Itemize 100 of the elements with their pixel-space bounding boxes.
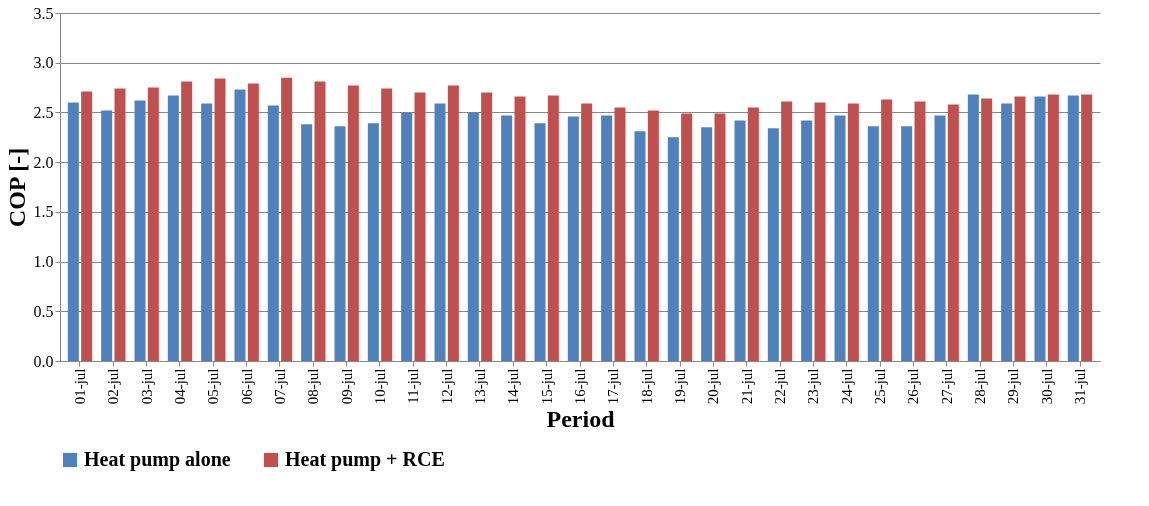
bar: [814, 102, 826, 361]
x-tick-label: 10-jul: [372, 368, 388, 405]
x-tick-label: 11-jul: [405, 368, 422, 404]
x-tick-label: 17-jul: [605, 368, 622, 405]
bar: [767, 128, 779, 361]
bar: [947, 104, 959, 361]
legend-label: Heat pump alone: [84, 448, 231, 471]
bar: [167, 95, 179, 361]
x-tick-label: 01-jul: [72, 368, 88, 405]
y-tick-label: 3.5: [33, 4, 54, 22]
bar: [234, 89, 246, 361]
bar: [701, 127, 713, 361]
x-tick-label: 03-jul: [138, 368, 155, 405]
bar: [247, 83, 259, 361]
x-tick-label: 28-jul: [972, 368, 988, 405]
bar: [581, 103, 593, 361]
bar: [381, 88, 393, 361]
x-tick-label: 14-jul: [505, 368, 522, 405]
x-tick-label: 06-jul: [238, 368, 255, 405]
bar: [514, 96, 526, 361]
bar: [781, 101, 793, 361]
x-tick-label: 20-jul: [705, 368, 722, 405]
bar: [1067, 95, 1079, 361]
bar: [434, 103, 446, 361]
x-tick-label: 08-jul: [305, 368, 322, 405]
bar: [347, 85, 359, 361]
bar: [367, 123, 379, 361]
y-tick-label: 2.5: [33, 103, 54, 121]
y-tick-label: 3.0: [33, 54, 54, 72]
bar: [214, 78, 226, 361]
bar: [1034, 96, 1046, 361]
bar: [334, 126, 346, 361]
bar: [1047, 94, 1059, 361]
bar: [934, 115, 946, 361]
bar: [481, 92, 493, 361]
bar: [1081, 94, 1093, 361]
y-tick-label: 1.5: [33, 203, 54, 221]
bar: [634, 131, 646, 361]
bar: [601, 115, 613, 361]
bar: [301, 124, 313, 361]
bar: [201, 103, 213, 361]
bar: [281, 77, 293, 361]
bar: [501, 115, 513, 361]
bar: [734, 120, 746, 361]
bar: [667, 137, 679, 361]
x-tick-label: 21-jul: [738, 368, 755, 405]
x-tick-label: 15-jul: [538, 368, 555, 405]
bar: [801, 120, 813, 361]
x-tick-label: 12-jul: [438, 368, 455, 405]
x-tick-label: 04-jul: [172, 368, 188, 405]
x-tick-label: 30-jul: [1038, 368, 1055, 405]
x-tick-label: 07-jul: [272, 368, 288, 405]
bar: [681, 113, 693, 361]
x-tick-label: 02-jul: [105, 368, 122, 405]
bar: [847, 103, 859, 361]
x-tick-label: 05-jul: [205, 368, 222, 405]
x-tick-label: 23-jul: [805, 368, 822, 405]
bar: [901, 126, 913, 361]
bar: [267, 105, 279, 361]
bar: [181, 81, 193, 361]
x-axis-title: Period: [546, 406, 616, 433]
bar: [81, 91, 93, 361]
bar: [314, 81, 326, 361]
x-tick-label: 24-jul: [838, 368, 855, 405]
bar: [647, 110, 659, 361]
bar: [914, 101, 926, 361]
x-tick-label: 26-jul: [905, 368, 922, 405]
bar: [1001, 103, 1013, 361]
x-tick-label: 22-jul: [772, 368, 788, 405]
x-tick-label: 31-jul: [1072, 368, 1088, 405]
bar: [834, 115, 846, 361]
x-tick-label: 18-jul: [638, 368, 655, 405]
bar: [567, 116, 579, 361]
bar: [614, 107, 626, 361]
bar: [867, 126, 879, 361]
bar: [401, 112, 413, 361]
bar: [534, 123, 546, 361]
bar: [114, 88, 126, 361]
x-tick-label: 19-jul: [672, 368, 688, 405]
x-tick-label: 29-jul: [1005, 368, 1022, 405]
bar: [747, 107, 759, 361]
bar: [447, 85, 459, 361]
bar: [134, 100, 146, 361]
bar: [147, 87, 159, 361]
x-tick-label: 25-jul: [872, 368, 888, 405]
y-tick-label: 0.0: [33, 352, 54, 370]
y-axis-title: COP [-]: [3, 147, 30, 228]
y-tick-label: 2.0: [33, 153, 54, 171]
x-tick-label: 13-jul: [472, 368, 488, 405]
bar: [101, 110, 113, 361]
bar: [467, 112, 479, 361]
bar: [714, 113, 726, 361]
bar: [1014, 96, 1026, 361]
x-tick-label: 09-jul: [338, 368, 355, 405]
bar: [414, 92, 426, 361]
bar: [967, 94, 979, 361]
y-tick-label: 0.5: [33, 302, 54, 320]
x-tick-label: 16-jul: [572, 368, 588, 405]
bar: [547, 95, 559, 361]
legend-label: Heat pump + RCE: [285, 448, 445, 471]
